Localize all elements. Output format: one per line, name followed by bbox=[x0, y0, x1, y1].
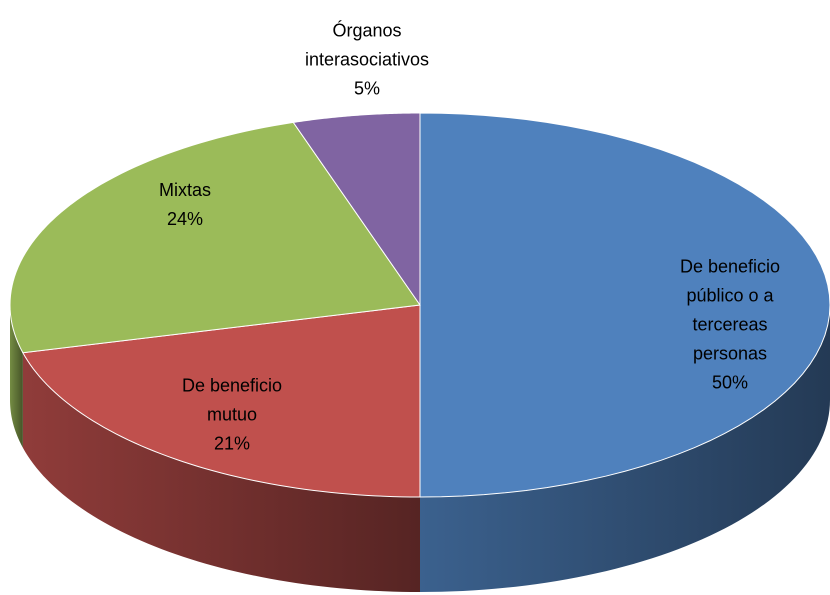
value-label: 21% bbox=[213, 433, 251, 454]
slice bbox=[9, 121, 421, 354]
category-name: De beneficio mutuo bbox=[181, 375, 283, 425]
value-label: 50% bbox=[711, 372, 749, 393]
value-label: 24% bbox=[166, 209, 204, 229]
category-name: Órganos interasociativos bbox=[304, 20, 430, 70]
slice-side bbox=[10, 305, 23, 448]
slice-label: De beneficio público o a tercereas perso… bbox=[655, 253, 805, 398]
slice-side bbox=[22, 352, 421, 592]
slice-side bbox=[420, 305, 830, 592]
value-label: 5% bbox=[353, 78, 380, 99]
slice bbox=[22, 304, 421, 498]
category-name: De beneficio público o a tercereas perso… bbox=[679, 256, 781, 364]
category-name: Mixtas bbox=[158, 180, 211, 200]
slice-label: De beneficio mutuo 21% bbox=[157, 372, 307, 459]
slice bbox=[292, 112, 421, 307]
slice-label: Mixtas 24% bbox=[110, 176, 260, 234]
slice bbox=[419, 112, 830, 498]
slice-label: Órganos interasociativos 5% bbox=[282, 17, 452, 104]
